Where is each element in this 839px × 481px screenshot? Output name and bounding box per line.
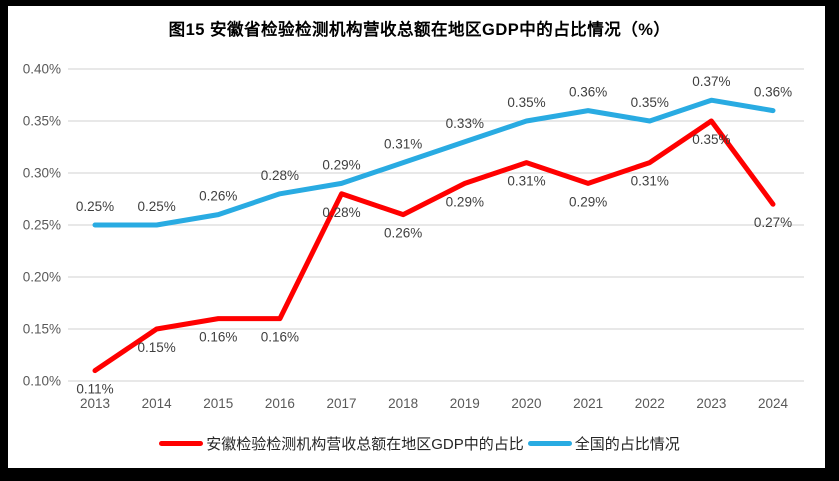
legend-item-national: 全国的占比情况: [527, 433, 680, 454]
legend-item-anhui: 安徽检验检测机构营收总额在地区GDP中的占比: [159, 433, 524, 454]
data-label: 0.31%: [631, 174, 669, 189]
data-label: 0.28%: [261, 168, 299, 183]
data-label: 0.16%: [199, 330, 237, 345]
x-tick-label: 2015: [203, 396, 233, 411]
x-tick-label: 2018: [388, 396, 418, 411]
blue-line-swatch: [527, 441, 572, 446]
legend: 安徽检验检测机构营收总额在地区GDP中的占比 全国的占比情况: [0, 433, 839, 454]
series-line-national: [92, 97, 776, 228]
data-label: 0.29%: [446, 194, 484, 209]
y-tick-label: 0.35%: [23, 114, 61, 129]
data-label: 0.37%: [692, 74, 730, 89]
data-label: 0.25%: [137, 199, 175, 214]
x-tick-label: 2021: [573, 396, 603, 411]
series-line-anhui: [92, 118, 776, 374]
x-tick-label: 2019: [450, 396, 480, 411]
data-label: 0.35%: [507, 95, 545, 110]
data-label: 0.26%: [199, 189, 237, 204]
y-tick-label: 0.25%: [23, 218, 61, 233]
chart-title: 图15 安徽省检验检测机构营收总额在地区GDP中的占比情况（%）: [168, 21, 671, 39]
data-label: 0.26%: [384, 226, 422, 241]
data-label: 0.33%: [446, 116, 484, 131]
x-tick-label: 2024: [758, 396, 789, 411]
data-label: 0.29%: [322, 157, 360, 172]
data-label: 0.28%: [322, 205, 360, 220]
x-tick-label: 2016: [265, 396, 295, 411]
data-label: 0.15%: [137, 340, 175, 355]
x-tick-label: 2013: [80, 396, 110, 411]
x-tick-label: 2014: [142, 396, 173, 411]
y-tick-label: 0.15%: [23, 322, 61, 337]
y-tick-label: 0.30%: [23, 166, 61, 181]
x-tick-label: 2017: [327, 396, 357, 411]
data-label: 0.27%: [754, 215, 792, 230]
data-label: 0.31%: [384, 137, 422, 152]
data-label: 0.11%: [76, 382, 113, 397]
data-label: 0.35%: [692, 132, 730, 147]
data-label: 0.35%: [631, 95, 669, 110]
data-label: 0.25%: [76, 199, 114, 214]
y-tick-label: 0.10%: [23, 374, 61, 389]
x-tick-label: 2023: [696, 396, 726, 411]
data-label: 0.31%: [507, 174, 545, 189]
x-tick-label: 2020: [511, 396, 541, 411]
data-label: 0.36%: [754, 85, 792, 100]
red-line-swatch: [159, 441, 204, 446]
legend-label-anhui: 安徽检验检测机构营收总额在地区GDP中的占比: [206, 436, 524, 453]
data-label: 0.36%: [569, 85, 607, 100]
data-label: 0.16%: [261, 330, 299, 345]
data-label: 0.29%: [569, 194, 607, 209]
x-tick-label: 2022: [635, 396, 665, 411]
y-tick-label: 0.40%: [23, 62, 61, 77]
legend-label-national: 全国的占比情况: [574, 436, 680, 453]
y-tick-label: 0.20%: [23, 270, 61, 285]
